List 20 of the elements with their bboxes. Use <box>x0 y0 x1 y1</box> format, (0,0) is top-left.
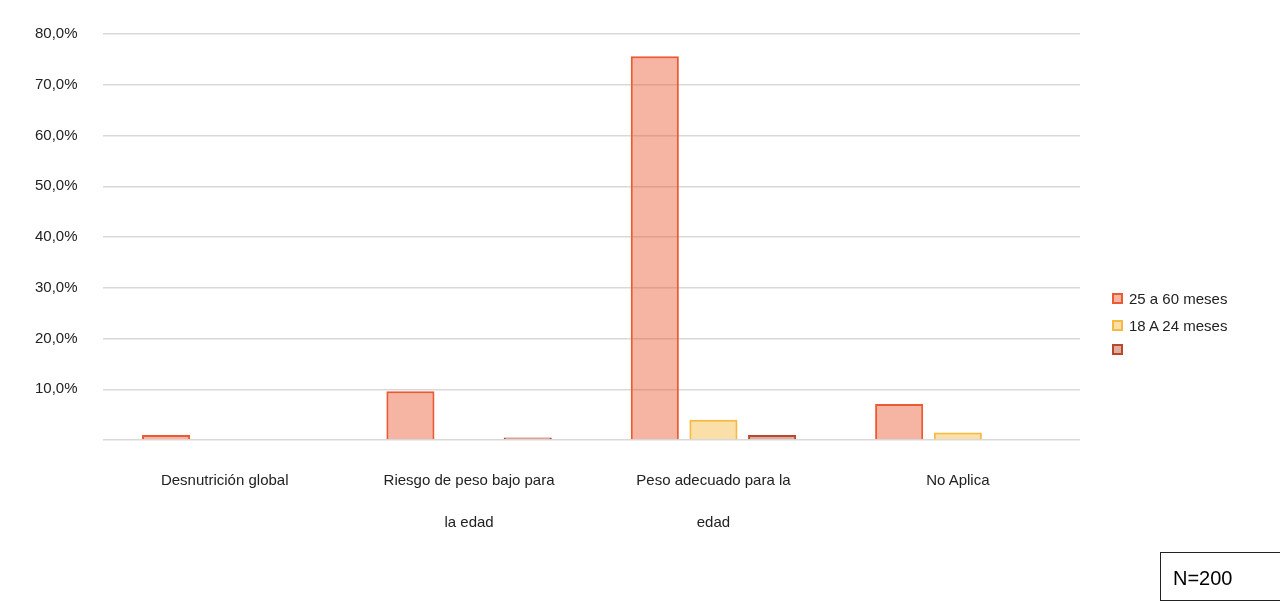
x-tick-label: No Aplica <box>926 471 991 489</box>
text: N=200 <box>1160 552 1280 601</box>
y-tick-label: 40,0% <box>34 227 78 245</box>
y-tick-label: 50,0% <box>34 176 78 194</box>
bar <box>933 432 982 440</box>
category-label: Riesgo de peso bajo para la edad <box>383 471 555 531</box>
y-tick-label: 20,0% <box>34 328 78 346</box>
category-label: Peso adecuado para la edad <box>636 471 791 531</box>
x-tick-label: Desnutrición global <box>160 471 289 489</box>
bar <box>875 403 924 440</box>
bar <box>689 419 738 440</box>
y-tick-label: 70,0% <box>34 74 78 92</box>
y-tick-label: 30,0% <box>34 277 78 295</box>
legend-label: 18 A 24 meses <box>1129 317 1228 334</box>
y-tick-label: 80,0% <box>34 24 78 42</box>
bar <box>630 56 679 440</box>
bar <box>386 391 435 440</box>
legend-label: 25 a 60 meses <box>1129 290 1228 307</box>
y-tick-label: 10,0% <box>34 379 78 397</box>
y-tick-label: 60,0% <box>34 125 78 143</box>
